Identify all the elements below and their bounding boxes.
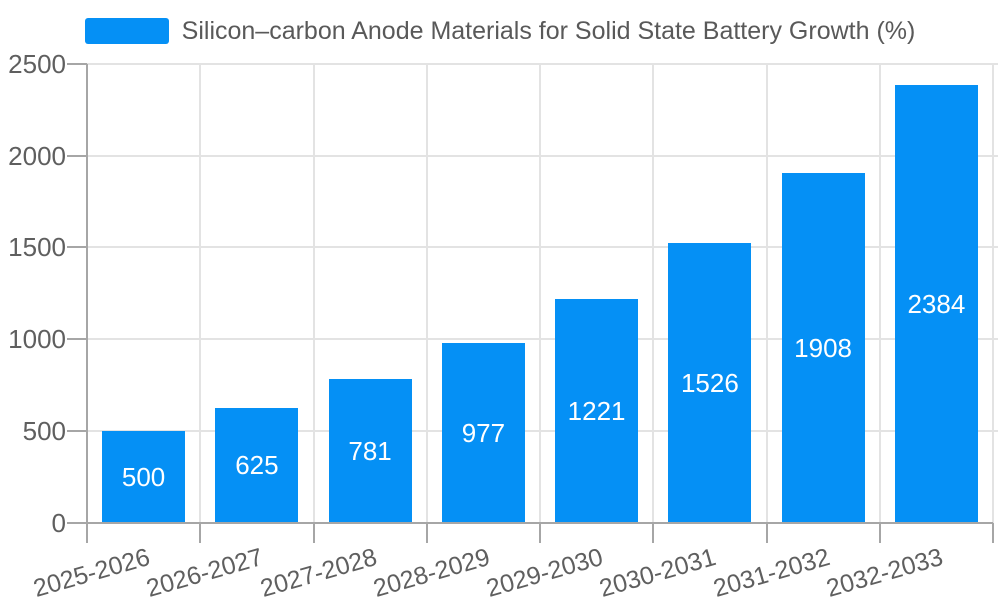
x-tick [992,522,994,543]
bar [555,298,639,523]
gridline-horizontal [87,154,998,157]
gridline-vertical [765,64,768,523]
x-tick-label: 2028-2029 [370,543,493,600]
legend: Silicon–carbon Anode Materials for Solid… [0,16,1000,46]
bar-value-label: 1221 [567,395,626,426]
bar [668,242,752,523]
x-tick-label: 2031-2032 [709,543,833,600]
x-tick-label: 2027-2028 [256,543,380,600]
y-tick [67,63,87,65]
bar-value-label: 781 [348,435,392,466]
y-tick-label: 2500 [8,49,66,79]
y-tick-label: 0 [51,507,66,538]
bar-value-label: 625 [235,450,279,481]
x-tick [539,522,541,543]
x-tick [425,522,428,543]
x-tick [878,522,881,543]
gridline-horizontal [87,246,998,249]
gridline-vertical [992,64,994,523]
y-tick [67,338,87,341]
bar-value-label: 2384 [907,288,966,319]
y-tick-label: 500 [22,415,66,446]
x-tick [765,522,768,543]
y-tick-label: 2000 [8,140,66,171]
x-tick [312,522,315,543]
x-tick [86,522,88,543]
y-axis-line [86,64,88,543]
x-tick-label: 2032-2033 [823,543,946,600]
legend-swatch [84,18,169,44]
bar [102,430,186,523]
gridline-horizontal [87,429,998,432]
x-tick [652,522,655,543]
gridline-horizontal [87,338,998,341]
gridline-horizontal [87,63,998,65]
bar [894,85,978,523]
bar-value-label: 977 [461,417,506,448]
y-tick-label: 1000 [8,324,66,355]
y-tick-label: 1500 [8,232,66,263]
x-tick-label: 2029-2030 [483,543,607,600]
gridline-vertical [539,64,541,523]
y-tick [67,521,87,524]
legend-label: Silicon–carbon Anode Materials for Solid… [181,17,916,45]
gridline-vertical [652,64,655,523]
gridline-vertical [312,64,315,523]
bar [215,407,299,523]
gridline-vertical [199,64,202,523]
x-tick-label: 2030-2031 [596,543,720,600]
gridline-vertical [425,64,428,523]
y-tick [67,246,87,249]
x-tick-label: 2026-2027 [143,543,267,600]
bar [328,379,412,523]
y-tick [67,154,87,157]
bar [441,343,525,523]
x-tick-label: 2025-2026 [30,543,154,600]
bar [781,172,865,523]
bar-value-label: 1526 [680,367,739,398]
y-tick [67,429,87,432]
x-tick [199,522,202,543]
bar-value-label: 500 [121,461,166,492]
bar-value-label: 1908 [794,332,853,363]
gridline-vertical [878,64,881,523]
